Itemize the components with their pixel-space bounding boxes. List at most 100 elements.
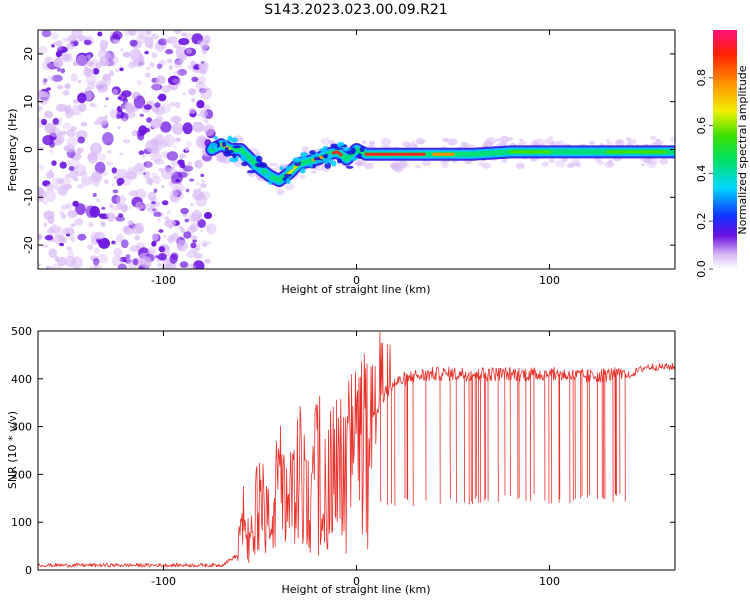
ridge-halo [605, 138, 610, 142]
ridge-halo [301, 146, 310, 152]
ridge-halo [480, 143, 487, 148]
noise-blob [94, 231, 106, 240]
ridge-halo [356, 162, 363, 167]
noise-blob [56, 103, 68, 113]
noise-blob [38, 105, 43, 112]
noise-blob [199, 230, 203, 233]
spectrogram-x-axis-label: Height of straight line (km) [281, 283, 430, 296]
noise-blob [65, 233, 71, 237]
ridge-halo [415, 137, 426, 145]
noise-blob [57, 256, 67, 267]
ridge-blob [229, 157, 238, 163]
noise-blob [49, 168, 53, 172]
ridge-blob [257, 167, 263, 174]
noise-blob [54, 138, 62, 146]
ridge-blob [323, 154, 328, 159]
noise-blob [182, 92, 187, 96]
noise-blob [144, 50, 149, 55]
noise-blob [145, 72, 151, 78]
noise-blob [86, 61, 94, 67]
noise-blob [110, 206, 118, 211]
noise-blob [68, 166, 75, 171]
colorbar-ticks: 0.0 0.2 0.4 0.6 0.8 [695, 69, 713, 278]
noise-blob [65, 204, 70, 208]
noise-blob [161, 200, 169, 206]
ridge-blob [322, 145, 329, 149]
noise-blob [143, 161, 153, 168]
ridge-blob [227, 150, 234, 154]
noise-blob [197, 113, 201, 117]
noise-blob [199, 109, 208, 118]
noise-blob [71, 104, 82, 116]
noise-blob [107, 54, 119, 67]
noise-blob [96, 83, 108, 93]
spectrogram-y-axis-label: Frequency (Hz) [6, 109, 19, 192]
ridge-halo [549, 141, 556, 146]
y-tick-label: 20 [22, 47, 35, 61]
noise-blob [119, 67, 124, 72]
noise-blob [62, 122, 71, 130]
y-tick-label: -20 [22, 236, 35, 254]
ridge-hotspot [331, 150, 343, 157]
noise-blob [190, 235, 198, 241]
noise-blob [171, 171, 183, 184]
noise-blob [87, 81, 96, 90]
noise-blob [55, 40, 63, 47]
noise-blob [200, 240, 209, 247]
ridge-halo [501, 158, 508, 163]
noise-blob [38, 143, 41, 146]
noise-blob [138, 125, 147, 136]
noise-blob [94, 264, 99, 269]
noise-blob [134, 235, 140, 241]
ridge-halo [421, 159, 432, 167]
noise-blob [54, 143, 58, 146]
noise-blob [111, 183, 115, 186]
ridge-halo [517, 142, 522, 146]
noise-blob [38, 263, 42, 267]
ridge-halo [440, 162, 449, 169]
ridge-blob [264, 172, 271, 179]
noise-blob [105, 97, 109, 101]
noise-blob [168, 65, 173, 70]
noise-blob [189, 107, 196, 114]
noise-blob [153, 211, 162, 217]
noise-blob [201, 49, 208, 55]
noise-blob [49, 149, 53, 153]
ridge-blob [350, 147, 356, 153]
noise-blob [58, 242, 65, 247]
noise-blob [84, 67, 89, 70]
noise-blob [163, 134, 175, 148]
noise-blob [157, 218, 161, 223]
noise-blob [203, 124, 215, 137]
noise-blob [104, 179, 109, 185]
ridge-halo [548, 136, 554, 140]
noise-blob [186, 140, 192, 148]
ridge-blob [231, 137, 238, 144]
noise-blob [121, 118, 128, 122]
noise-blob [164, 38, 171, 44]
noise-blob [98, 237, 110, 249]
noise-blob [104, 104, 108, 108]
noise-blob [196, 182, 200, 186]
x-tick-label: 0 [353, 274, 360, 287]
noise-blob [108, 70, 114, 77]
x-tick-label: 0 [353, 575, 360, 588]
chart-title: S143.2023.023.00.09.R21 [264, 2, 447, 18]
noise-blob [54, 184, 59, 190]
noise-blob [167, 36, 178, 45]
noise-blob [120, 203, 129, 213]
noise-blob [113, 247, 123, 257]
noise-blob [66, 137, 78, 147]
ridge-blob [357, 153, 362, 160]
y-tick-label: 100 [11, 516, 32, 529]
y-tick-label: 300 [11, 421, 32, 434]
ridge-halo [255, 152, 261, 156]
ridge-blob [213, 136, 218, 140]
noise-blob [116, 105, 123, 113]
noise-blob [50, 263, 62, 269]
noise-blob [47, 228, 55, 234]
noise-blob [150, 151, 162, 162]
noise-blob [173, 60, 183, 69]
noise-blob [78, 35, 87, 41]
noise-blob [200, 87, 213, 100]
